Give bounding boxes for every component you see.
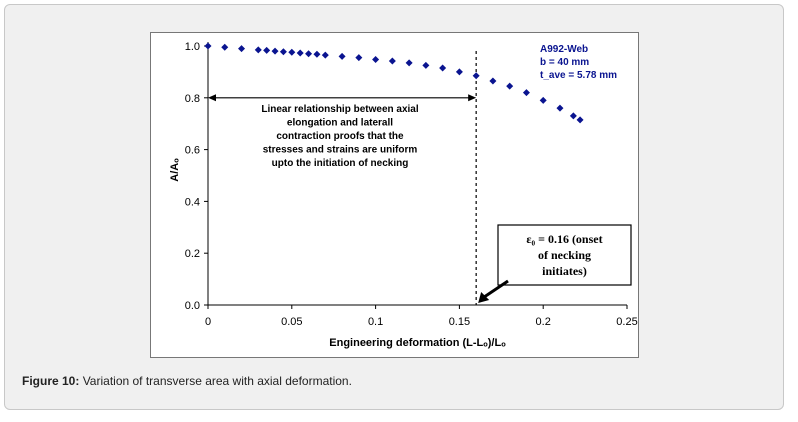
figure-caption-text: Variation of transverse area with axial … <box>79 374 352 388</box>
y-tick-label: 0.4 <box>185 196 200 208</box>
callout-line: initiates) <box>542 264 587 278</box>
data-point <box>279 48 287 56</box>
data-point <box>296 49 304 57</box>
annotation-line: Linear relationship between axial <box>261 104 418 115</box>
data-point <box>422 61 430 69</box>
arrowhead-left <box>208 94 216 102</box>
data-point <box>254 46 262 54</box>
data-point <box>539 96 547 104</box>
data-point <box>338 52 346 60</box>
figure-caption: Figure 10: Variation of transverse area … <box>22 374 352 388</box>
data-point <box>263 46 271 54</box>
callout-line: of necking <box>538 248 591 262</box>
data-point <box>455 68 463 76</box>
annotation-line: upto the initiation of necking <box>272 158 409 169</box>
x-tick-label: 0.2 <box>536 316 551 328</box>
data-point <box>556 104 564 112</box>
annotation-line: contraction proofs that the <box>276 131 404 142</box>
series-marks <box>204 42 584 124</box>
data-point <box>355 54 363 62</box>
data-point <box>305 50 313 58</box>
axes <box>204 42 632 309</box>
data-point <box>506 82 514 90</box>
y-tick-label: 0.0 <box>185 300 200 312</box>
data-point <box>204 42 212 50</box>
annotation-line: stresses and strains are uniform <box>263 145 418 156</box>
figure-caption-label: Figure 10: <box>22 374 80 388</box>
arrowhead-right <box>468 94 477 102</box>
x-tick-label: 0.05 <box>281 316 302 328</box>
legend-line: b = 40 mm <box>540 57 589 68</box>
callout-arrowhead <box>478 292 490 303</box>
data-point <box>489 77 497 85</box>
annotation-line: elongation and laterall <box>287 118 393 129</box>
data-point <box>439 64 447 72</box>
y-axis-label: A/Aₒ <box>169 158 181 182</box>
callout-arrow <box>483 279 509 299</box>
data-point <box>221 43 229 51</box>
y-tick-label: 0.2 <box>185 248 200 260</box>
legend-line: t_ave = 5.78 mm <box>540 70 617 81</box>
data-point <box>388 57 396 65</box>
data-point <box>288 48 296 56</box>
chart-texts: 0 0.05 0.1 0.15 0.2 0.25 0.0 0.2 0.4 0.6 0.8 1.0 Eng… <box>169 41 638 349</box>
data-point <box>372 55 380 63</box>
data-point <box>576 116 584 124</box>
legend-line: A992-Web <box>540 44 588 55</box>
data-point <box>238 45 246 53</box>
figure-frame <box>150 32 639 358</box>
data-point <box>522 89 530 97</box>
data-point <box>405 59 413 67</box>
data-point <box>313 50 321 58</box>
x-tick-label: 0 <box>205 316 211 328</box>
data-point <box>569 112 577 120</box>
callout-line: ε₀ = 0.16 (onset <box>526 232 602 246</box>
y-tick-label: 1.0 <box>185 41 200 53</box>
callout-box <box>497 224 632 286</box>
x-tick-label: 0.25 <box>616 316 637 328</box>
x-tick-label: 0.15 <box>449 316 470 328</box>
y-tick-label: 0.6 <box>185 145 200 157</box>
y-tick-label: 0.8 <box>185 93 200 105</box>
data-point <box>472 72 480 80</box>
data-point <box>321 51 329 59</box>
x-axis-label: Engineering deformation (L-Lₒ)/Lₒ <box>329 337 506 349</box>
data-point <box>271 47 279 55</box>
x-tick-label: 0.1 <box>368 316 383 328</box>
